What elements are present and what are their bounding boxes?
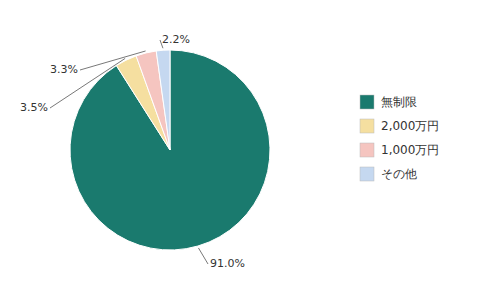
legend-item: 1,000万円 bbox=[360, 143, 439, 158]
legend-item: 2,000万円 bbox=[360, 119, 439, 134]
leader-line bbox=[198, 248, 208, 264]
pie-slice bbox=[156, 50, 170, 150]
legend-item: 無制限 bbox=[360, 95, 417, 110]
legend-label: 1,000万円 bbox=[381, 143, 439, 157]
pie-slice bbox=[70, 50, 270, 250]
leader-line bbox=[80, 51, 146, 70]
legend-label: その他 bbox=[381, 167, 417, 181]
legend-swatch bbox=[360, 143, 374, 157]
legend-label: 無制限 bbox=[381, 95, 417, 109]
data-labels: 91.0% 3.5% 3.3% 2.2% bbox=[20, 33, 245, 270]
legend-item: その他 bbox=[360, 167, 417, 182]
chart-svg: 91.0% 3.5% 3.3% 2.2% 無制限 2,000万円 1,000万円その他 bbox=[0, 0, 494, 286]
legend-swatch bbox=[360, 119, 374, 133]
legend-label: 2,000万円 bbox=[381, 119, 439, 133]
legend-swatch bbox=[360, 167, 374, 181]
legend: 無制限 2,000万円 1,000万円その他 bbox=[360, 95, 439, 182]
leader-line bbox=[50, 58, 125, 108]
pie bbox=[70, 50, 270, 250]
data-label: 91.0% bbox=[210, 257, 245, 270]
legend-swatch bbox=[360, 95, 374, 109]
data-label: 3.5% bbox=[20, 101, 48, 114]
data-label: 3.3% bbox=[50, 63, 78, 76]
data-label: 2.2% bbox=[162, 33, 190, 46]
pie-slice bbox=[136, 51, 170, 150]
